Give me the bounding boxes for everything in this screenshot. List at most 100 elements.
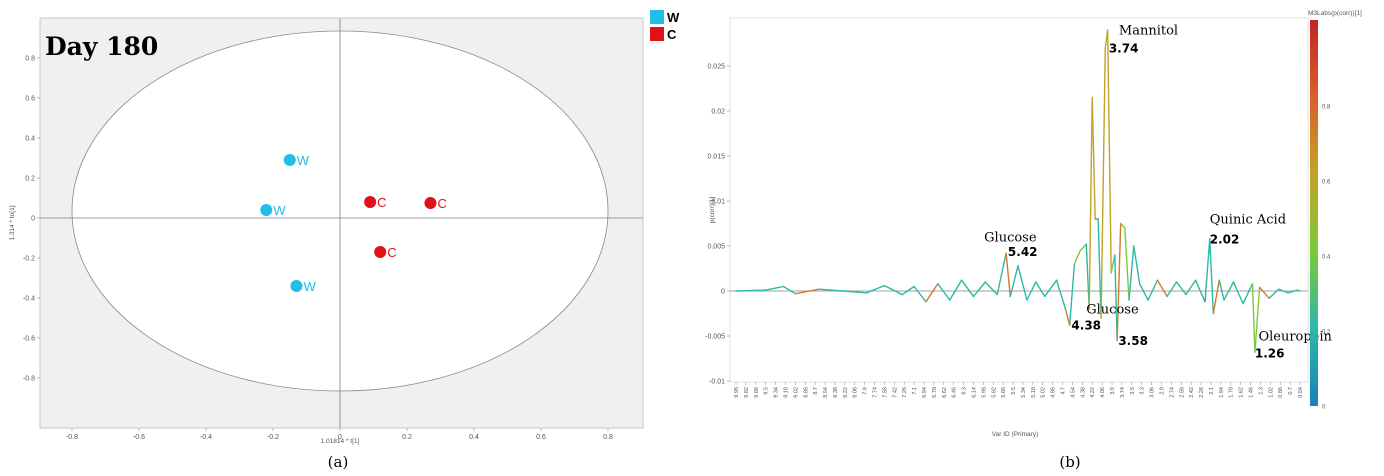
x-tick-label: 4.22 <box>1090 387 1096 398</box>
loading-segment <box>865 284 886 294</box>
loading-segment <box>794 288 820 295</box>
loading-segment <box>1133 245 1141 285</box>
loading-segment <box>1044 279 1058 298</box>
x-tick-label: 2.26 <box>1199 387 1205 398</box>
x-tick-label: 3.74 <box>1120 387 1126 398</box>
x-tick-label: 6.78 <box>932 387 938 398</box>
x-tick-label: 9.02 <box>793 387 799 398</box>
x-tick-label: 8.06 <box>853 387 859 398</box>
y-axis-label: p(corr)[1] <box>709 197 716 224</box>
loading-segment <box>1242 283 1254 305</box>
x-tick-label: 3.06 <box>1150 387 1156 398</box>
loading-segment <box>1055 279 1067 310</box>
x-tick-label: 2.74 <box>1169 387 1175 398</box>
legend-label-w: W <box>667 10 680 25</box>
loading-segment <box>1091 96 1096 220</box>
y-tick-label: 0.025 <box>707 64 725 71</box>
peak-value-label: 3.74 <box>1109 42 1139 56</box>
peak-value-label: 2.02 <box>1210 232 1240 246</box>
x-tick-label: 7.26 <box>902 387 908 398</box>
x-tick-label: 6.46 <box>952 387 958 398</box>
loading-segment <box>901 285 915 296</box>
loading-segment <box>1106 29 1112 274</box>
x-tick-label: 7.9 <box>863 387 869 395</box>
x-tick-label: 4.7 <box>1061 387 1067 395</box>
x-tick-label: 5.98 <box>981 387 987 398</box>
loading-segment <box>1287 289 1299 294</box>
x-tick-label: 0.2 <box>402 434 412 441</box>
x-tick-label: 2.58 <box>1179 387 1185 398</box>
x-tick-label: 7.74 <box>873 387 879 398</box>
loading-segment <box>1185 279 1197 296</box>
loading-segment <box>972 281 987 298</box>
loading-segment <box>818 288 844 292</box>
x-tick-label: 8.7 <box>813 387 819 395</box>
x-tick-label: 0.86 <box>1278 387 1284 398</box>
loading-segment <box>1116 222 1122 342</box>
point-w <box>290 280 303 292</box>
loading-segment <box>1128 245 1135 301</box>
y-tick-label: -0.01 <box>709 379 725 386</box>
point-label: C <box>387 245 396 260</box>
y-tick-label: 0.005 <box>707 244 725 251</box>
x-tick-label: 5.02 <box>1041 387 1047 398</box>
x-tick-label: 6.94 <box>922 387 928 398</box>
peak-value-label: 1.26 <box>1255 347 1285 361</box>
plot-a-frame <box>39 17 644 429</box>
point-c <box>374 246 387 258</box>
loading-segment <box>913 285 927 303</box>
x-tick-label: 9.82 <box>744 387 750 398</box>
y-tick-label: 0.02 <box>711 109 725 116</box>
peak-annotations: Mannitol3.74Glucose5.42Glucose3.584.38Qu… <box>984 24 1332 361</box>
point-label: C <box>437 196 446 211</box>
loading-segment <box>1064 308 1071 326</box>
peak-value-label: 4.38 <box>1071 319 1101 333</box>
x-tick-label: -0.2 <box>267 434 279 441</box>
point-label: W <box>297 153 310 168</box>
loading-segment <box>1124 227 1130 301</box>
colorbar-tick-label: 0.6 <box>1322 180 1331 186</box>
colorbar-ticks: 0.8 0.6 0.4 0.2 0 <box>1322 105 1331 411</box>
x-tick-label: 9.66 <box>754 387 760 398</box>
x-tick-label: 4.06 <box>1100 387 1106 398</box>
loading-line <box>735 29 1301 353</box>
legend-swatch-c <box>650 27 664 41</box>
loading-segment <box>1277 288 1289 294</box>
x-tick-label: 6.14 <box>971 387 977 398</box>
x-tick-label: 0.8 <box>603 434 613 441</box>
point-c <box>364 196 377 208</box>
x-tick-label: 3.3 <box>1140 387 1146 395</box>
loading-segment <box>1166 281 1178 298</box>
x-tick-label: 1.94 <box>1219 387 1225 398</box>
peak-name-label: Quinic Acid <box>1210 213 1286 228</box>
loading-segment <box>1009 265 1019 298</box>
colorbar <box>1310 20 1318 406</box>
colorbar-tick-label: 0.8 <box>1322 105 1331 111</box>
x-tick-label: 1.02 <box>1268 387 1274 398</box>
x-tick-label: 6.62 <box>942 387 948 398</box>
x-tick-label: -0.4 <box>200 434 212 441</box>
loading-segment <box>1147 279 1159 301</box>
legend-swatch-w <box>650 10 664 24</box>
x-tick-label: -0.8 <box>66 434 78 441</box>
plot-b-frame <box>729 17 1309 383</box>
x-tick-label: 9.5 <box>764 387 770 395</box>
point-w <box>283 154 296 166</box>
x-tick-label: 5.5 <box>1011 387 1017 395</box>
y-tick-label: -0.6 <box>23 336 35 343</box>
loading-segment <box>925 283 939 303</box>
y-tick-label: 0.015 <box>707 154 725 161</box>
loading-segment <box>735 289 767 292</box>
loading-segment <box>1035 281 1046 298</box>
loading-segment <box>1175 281 1187 296</box>
x-tick-label: 3.9 <box>1110 387 1116 395</box>
x-tick-label: 2.42 <box>1189 387 1195 398</box>
loading-segment <box>1296 289 1301 292</box>
x-tick-label: 7.42 <box>892 387 898 398</box>
y-axis-ticks: 0.025 0.02 0.015 0.01 0.005 0 -0.005 -0.01 <box>705 64 730 386</box>
loading-segment <box>1088 96 1093 310</box>
point-label: W <box>273 203 286 218</box>
loading-segment <box>1223 281 1235 301</box>
loading-segment <box>1212 279 1220 315</box>
